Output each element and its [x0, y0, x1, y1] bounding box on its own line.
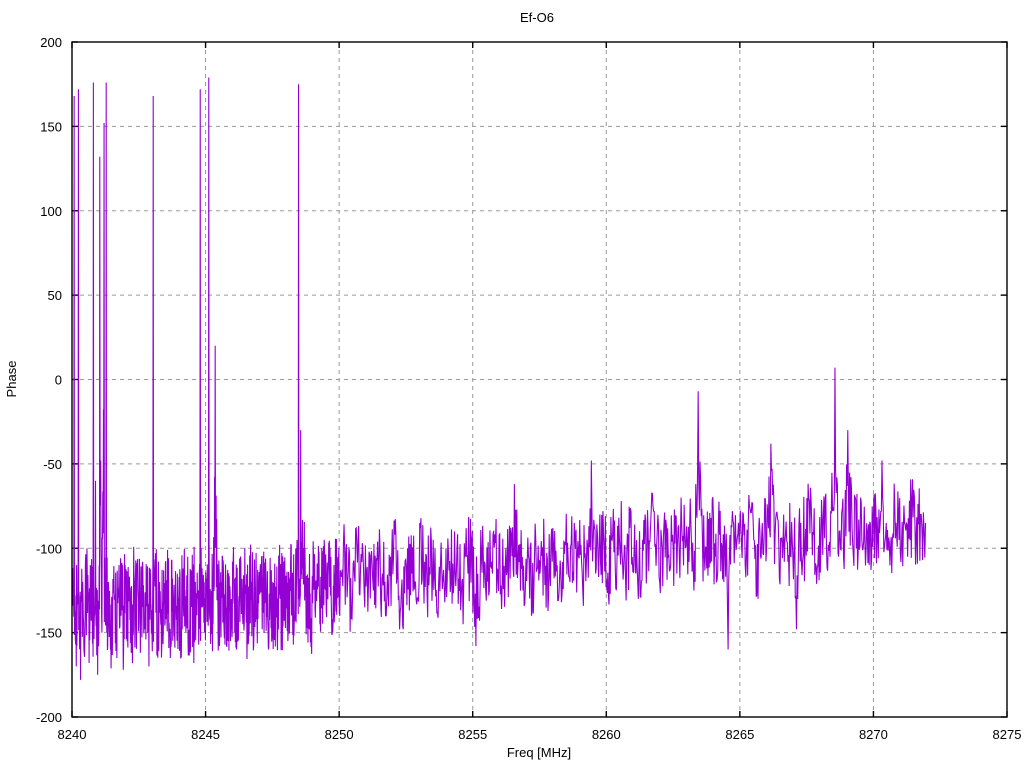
x-tick-label: 8265 — [725, 727, 754, 742]
x-tick-label: 8240 — [58, 727, 87, 742]
x-tick-label: 8245 — [191, 727, 220, 742]
y-tick-label: 200 — [40, 35, 62, 50]
x-tick-label: 8255 — [458, 727, 487, 742]
x-tick-label: 8250 — [325, 727, 354, 742]
x-axis-tick-labels: 8240 8245 8250 8255 8260 8265 8270 8275 — [58, 727, 1022, 742]
x-tick-label: 8260 — [592, 727, 621, 742]
y-tick-label: -100 — [36, 541, 62, 556]
y-axis-label: Phase — [4, 361, 19, 398]
x-axis-label: Freq [MHz] — [507, 745, 571, 760]
y-tick-label: -150 — [36, 626, 62, 641]
data-series-phase — [72, 77, 927, 680]
x-tick-label: 8270 — [859, 727, 888, 742]
y-tick-label: -200 — [36, 710, 62, 725]
plot-frame — [71, 41, 1008, 718]
x-tick-label: 8275 — [993, 727, 1022, 742]
gridlines — [72, 42, 1007, 717]
y-tick-label: 150 — [40, 119, 62, 134]
y-tick-label: -50 — [43, 457, 62, 472]
y-tick-label: 50 — [48, 288, 62, 303]
y-tick-label: 100 — [40, 204, 62, 219]
data-series-layer — [72, 77, 927, 680]
y-tick-label: 0 — [55, 373, 62, 388]
chart-title: Ef-O6 — [520, 10, 554, 25]
y-axis-tick-labels: -200 -150 -100 -50 0 50 100 150 200 — [36, 35, 62, 725]
